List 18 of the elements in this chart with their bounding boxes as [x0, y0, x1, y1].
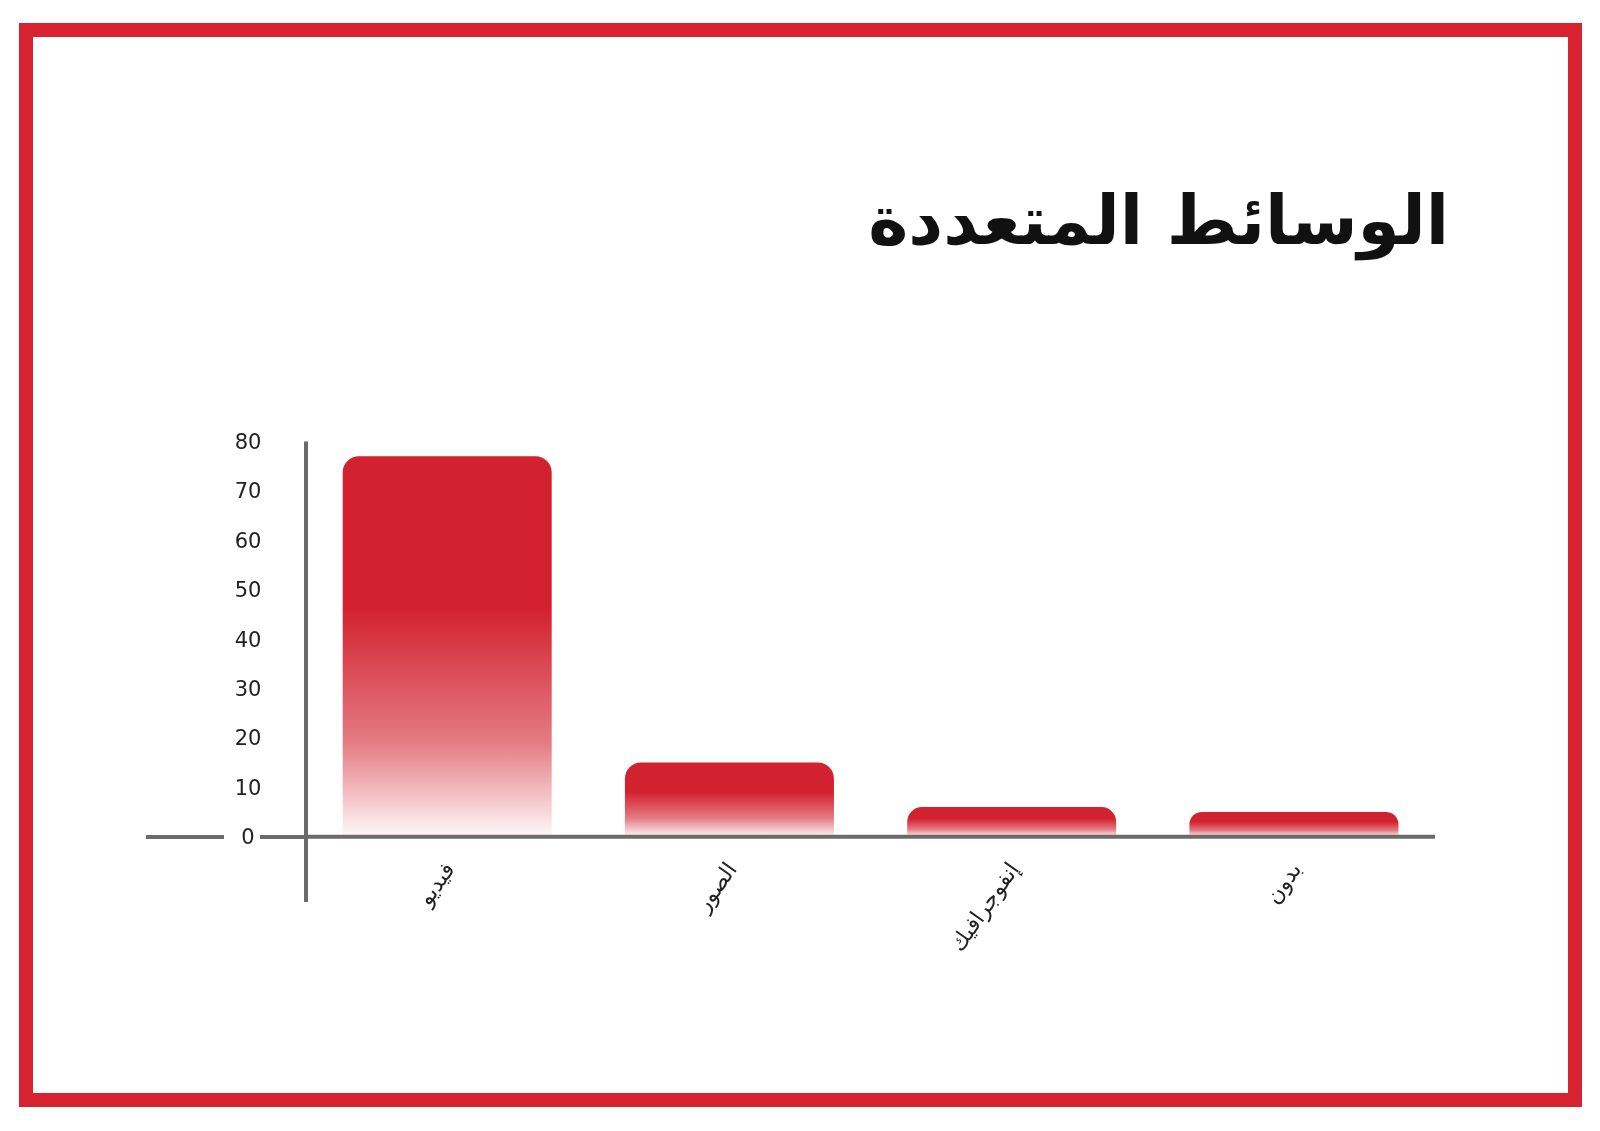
y-tick-label: 20 — [234, 726, 262, 751]
y-tick-label: 60 — [234, 528, 262, 553]
x-tick-label: الصور — [689, 857, 742, 917]
bar — [624, 762, 834, 837]
y-tick-label: 40 — [234, 627, 262, 652]
y-tick-label: 50 — [234, 578, 262, 603]
x-tick-label: فيديو — [411, 857, 460, 911]
y-tick-label: 30 — [234, 676, 262, 701]
y-tick-label: 70 — [234, 479, 262, 504]
bar — [342, 456, 552, 837]
y-tick-label: 0 — [241, 825, 255, 850]
x-tick-label: إنفوجرافيك — [944, 857, 1025, 957]
y-tick-label: 10 — [234, 775, 262, 800]
chart-title: الوسائط المتعددة — [868, 180, 1449, 262]
bar — [1189, 812, 1399, 837]
bar — [907, 807, 1117, 837]
y-tick-label: 80 — [234, 429, 262, 454]
x-tick-label: بدون — [1260, 857, 1307, 909]
